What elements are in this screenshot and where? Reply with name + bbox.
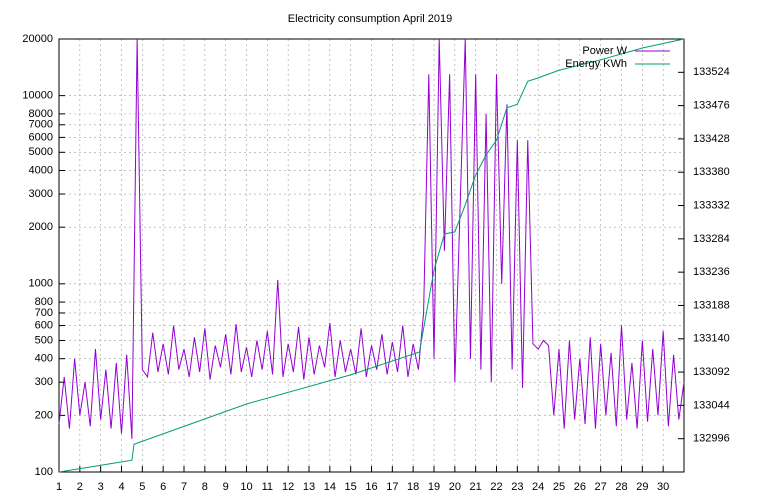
x-tick-label: 18 — [407, 481, 419, 493]
x-tick-label: 24 — [532, 481, 544, 493]
y-tick-label: 100 — [35, 466, 53, 478]
y-tick-label: 20000 — [22, 33, 53, 45]
x-tick-label: 12 — [282, 481, 294, 493]
x-tick-label: 26 — [574, 481, 586, 493]
x-tick-label: 17 — [386, 481, 398, 493]
y-tick-label: 4000 — [29, 164, 53, 176]
y-tick-label: 200 — [35, 409, 53, 421]
y-tick-label: 8000 — [29, 108, 53, 120]
y2-tick-label: 133188 — [693, 299, 730, 311]
x-tick-label: 8 — [202, 481, 208, 493]
x-tick-label: 29 — [636, 481, 648, 493]
y2-tick-label: 133140 — [693, 333, 730, 345]
x-tick-label: 10 — [240, 481, 252, 493]
legend-label: Energy KWh — [565, 58, 627, 70]
y-tick-label: 10000 — [22, 90, 53, 102]
y2-tick-label: 133380 — [693, 166, 730, 178]
x-tick-label: 20 — [449, 481, 461, 493]
x-tick-label: 1 — [56, 481, 62, 493]
y-tick-label: 300 — [35, 376, 53, 388]
y2-tick-label: 133524 — [693, 66, 730, 78]
y-tick-label: 3000 — [29, 188, 53, 200]
x-tick-label: 7 — [181, 481, 187, 493]
y-tick-label: 6000 — [29, 131, 53, 143]
x-tick-label: 13 — [303, 481, 315, 493]
y2-tick-label: 133284 — [693, 233, 730, 245]
x-tick-label: 22 — [490, 481, 502, 493]
y2-tick-label: 133092 — [693, 366, 730, 378]
chart-title: Electricity consumption April 2019 — [288, 13, 452, 25]
legend-label: Power W — [582, 45, 627, 57]
y-tick-label: 700 — [35, 307, 53, 319]
x-tick-label: 2 — [77, 481, 83, 493]
x-tick-label: 4 — [118, 481, 124, 493]
y-tick-label: 500 — [35, 334, 53, 346]
series-line — [58, 38, 685, 439]
y2-tick-label: 133476 — [693, 100, 730, 112]
y-tick-label: 400 — [35, 353, 53, 365]
x-tick-label: 25 — [553, 481, 565, 493]
y2-tick-label: 133236 — [693, 266, 730, 278]
y-tick-label: 2000 — [29, 221, 53, 233]
x-tick-label: 11 — [262, 481, 273, 493]
x-tick-label: 27 — [595, 481, 607, 493]
x-tick-label: 15 — [345, 481, 357, 493]
y2-tick-label: 132996 — [693, 433, 730, 445]
x-tick-label: 30 — [657, 481, 669, 493]
y2-tick-label: 133428 — [693, 133, 730, 145]
x-tick-label: 3 — [98, 481, 104, 493]
series-line — [58, 38, 685, 473]
y-tick-label: 5000 — [29, 146, 53, 158]
y2-tick-label: 133044 — [693, 399, 730, 411]
y2-tick-label: 133332 — [693, 199, 730, 211]
x-tick-label: 19 — [428, 481, 440, 493]
y-tick-label: 1000 — [29, 278, 53, 290]
x-tick-label: 9 — [223, 481, 229, 493]
y-tick-label: 7000 — [29, 119, 53, 131]
x-tick-label: 28 — [615, 481, 627, 493]
x-tick-label: 5 — [139, 481, 145, 493]
y-tick-label: 800 — [35, 296, 53, 308]
y-tick-label: 600 — [35, 319, 53, 331]
x-tick-label: 6 — [160, 481, 166, 493]
x-tick-label: 14 — [324, 481, 336, 493]
x-tick-label: 23 — [511, 481, 523, 493]
plot-frame — [58, 38, 685, 473]
x-tick-label: 21 — [470, 481, 482, 493]
x-tick-label: 16 — [365, 481, 377, 493]
